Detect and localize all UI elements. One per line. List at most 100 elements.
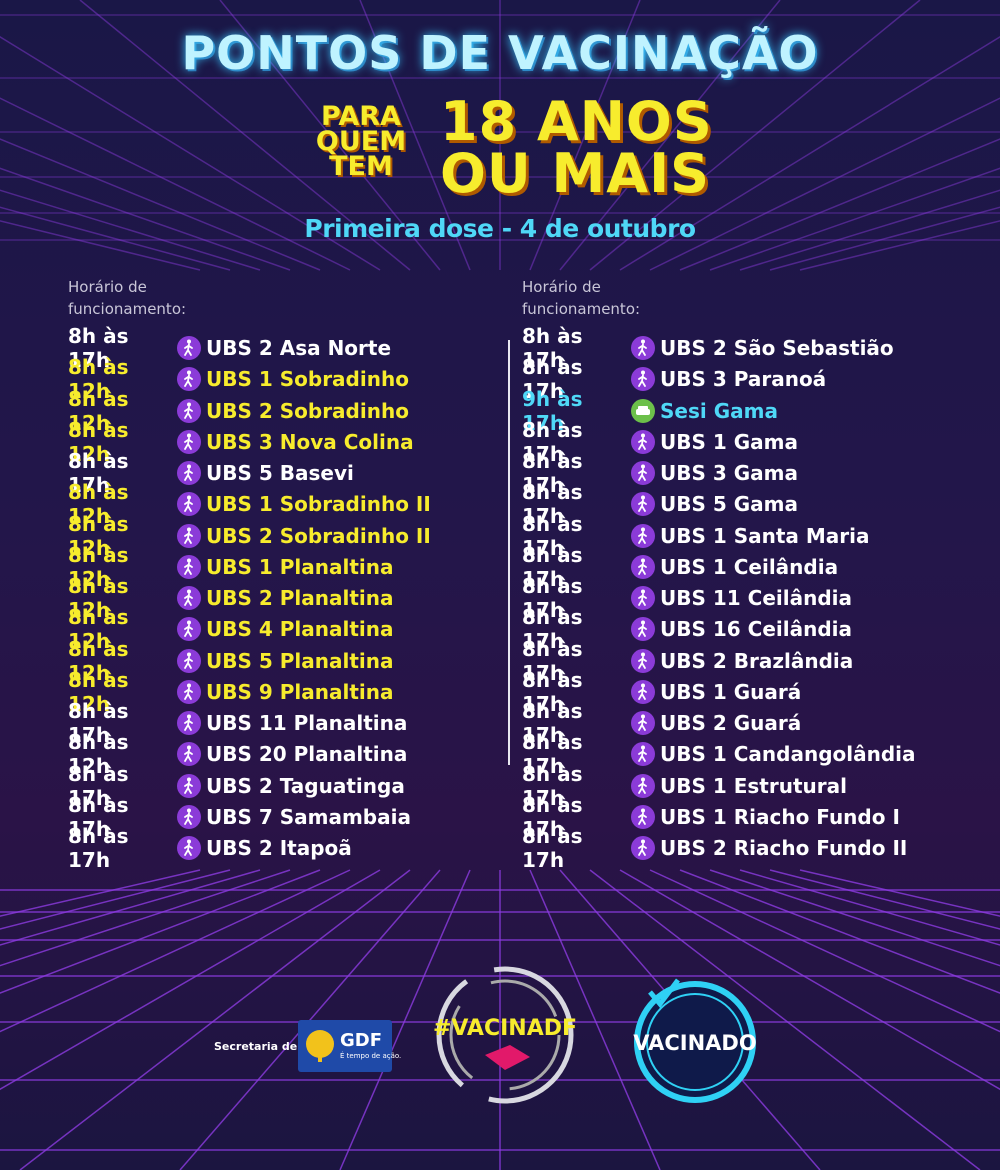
secretaria-label: Secretaria de Saúde <box>214 1040 340 1053</box>
location: UBS 4 Planaltina <box>206 617 394 642</box>
grid-line <box>0 35 381 271</box>
hours: 8h às 12h <box>68 417 129 466</box>
location: UBS 1 Riacho Fundo I <box>660 804 900 829</box>
schedule-row: 8h às 17h UBS 5 Gama <box>522 480 798 528</box>
location: UBS 5 Planaltina <box>206 648 394 673</box>
location: UBS 7 Samambaia <box>206 804 411 829</box>
schedule-row: 8h às 17h UBS 1 Estrutural <box>522 762 847 810</box>
hours: 8h às 17h <box>522 480 583 529</box>
walk-icon <box>631 554 655 579</box>
schedule-row: 8h às 17h UBS 11 Ceilândia <box>522 574 852 622</box>
schedule-row: 8h às 17h UBS 5 Basevi <box>68 449 354 497</box>
walk-icon <box>177 398 201 423</box>
walk-icon <box>631 336 655 360</box>
location: UBS 11 Planaltina <box>206 711 408 735</box>
walk-icon <box>631 492 655 517</box>
grid-line <box>0 206 231 271</box>
location: UBS 20 Planaltina <box>206 742 408 767</box>
grid-line <box>769 206 1000 271</box>
schedule-row: 8h às 17h UBS 2 Asa Norte <box>68 324 392 372</box>
schedule-row: 8h às 12h UBS 4 Planaltina <box>68 605 394 653</box>
hours-label: Horário de funcionamento: <box>522 278 641 318</box>
hours: 8h às 12h <box>68 386 129 435</box>
hours: 8h às 17h <box>522 636 583 685</box>
hours: 8h às 12h <box>68 511 129 560</box>
hours: 8h às 17h <box>522 605 583 654</box>
grid-line <box>619 35 1000 271</box>
hours: 8h às 17h <box>522 449 583 497</box>
hours: 8h às 17h <box>522 574 583 622</box>
walk-icon <box>177 586 201 610</box>
schedule-row: 8h às 12h UBS 2 Sobradinho <box>68 387 409 435</box>
schedule-row: 8h às 17h UBS 1 Santa Maria <box>522 512 870 560</box>
walk-icon <box>177 523 201 548</box>
grid-line <box>79 0 411 271</box>
grid-line <box>619 869 1000 1091</box>
location: UBS 1 Ceilândia <box>660 554 839 579</box>
grid-line <box>0 869 231 930</box>
location: UBS 1 Guará <box>660 679 802 704</box>
walk-icon <box>177 461 201 485</box>
hours: 8h às 17h <box>522 824 583 872</box>
grid-line <box>0 97 351 271</box>
grid-line <box>0 869 321 994</box>
location: UBS 2 Brazlândia <box>660 648 854 673</box>
schedule-row: 8h às 12h UBS 1 Planaltina <box>68 543 393 591</box>
walk-icon <box>177 836 201 860</box>
schedule-row: 8h às 17h UBS 1 Candangolândia <box>522 730 916 778</box>
location: UBS 5 Basevi <box>206 461 354 485</box>
schedule-row: 8h às 17h UBS 1 Ceilândia <box>522 543 839 591</box>
location: UBS 9 Planaltina <box>206 679 394 704</box>
audience-main: 18 ANOS OU MAIS <box>440 95 713 205</box>
schedule-row: 8h às 17h UBS 2 Riacho Fundo II <box>522 824 907 872</box>
grid-line <box>709 167 1000 271</box>
vacinado-text: VACINADO <box>633 1031 756 1055</box>
location: UBS 3 Paranoá <box>660 367 827 392</box>
gdf-emblem <box>306 1030 334 1062</box>
hours: 8h às 17h <box>522 730 583 779</box>
schedule-row: 8h às 17h UBS 2 Brazlândia <box>522 637 854 685</box>
walk-icon <box>177 492 201 517</box>
walk-icon <box>631 461 655 485</box>
grid-line <box>19 869 411 1170</box>
vacinadf-text: #VACINADF <box>433 1016 577 1041</box>
location: UBS 2 Asa Norte <box>206 336 392 360</box>
schedule-row: 8h às 17h UBS 3 Paranoá <box>522 355 827 403</box>
grid-line <box>0 869 381 1091</box>
walk-icon <box>177 336 201 360</box>
grid-line <box>529 869 661 1170</box>
location: UBS 16 Ceilândia <box>660 617 853 642</box>
walk-icon <box>631 679 655 704</box>
hours: 8h às 12h <box>68 355 129 404</box>
hours: 8h às 17h <box>522 511 583 560</box>
grid-line <box>0 138 321 271</box>
location: UBS 2 Sobradinho <box>206 398 409 423</box>
schedule-row: 8h às 17h UBS 2 Itapoã <box>68 824 352 872</box>
hours: 8h às 17h <box>68 324 129 372</box>
vacinadf-logo: #VACINADF <box>433 966 577 1104</box>
grid-line <box>769 869 1000 930</box>
schedule-row: 8h às 17h UBS 11 Planaltina <box>68 699 408 747</box>
audience-line: OU MAIS <box>440 142 711 205</box>
walk-icon <box>177 679 201 704</box>
grid-line <box>339 869 471 1170</box>
schedule-row: 8h às 17h UBS 2 São Sebastião <box>522 324 894 372</box>
grid-line <box>0 869 201 917</box>
walk-icon <box>631 523 655 548</box>
schedule-row: 8h às 12h UBS 5 Planaltina <box>68 637 394 685</box>
hours: 8h às 17h <box>522 417 583 466</box>
hours: 8h às 17h <box>522 542 583 591</box>
hours: 8h às 12h <box>68 636 129 685</box>
hours: 8h às 17h <box>522 355 583 404</box>
location: Sesi Gama <box>660 398 778 423</box>
location: UBS 2 Sobradinho II <box>206 523 431 548</box>
walk-icon <box>631 742 655 767</box>
location: UBS 3 Gama <box>660 461 798 485</box>
walk-icon <box>631 617 655 642</box>
column-divider <box>508 340 510 765</box>
grid-line <box>589 0 921 271</box>
schedule-row: 8h às 12h UBS 1 Sobradinho II <box>68 480 431 528</box>
gdf-tagline: É tempo de ação. <box>340 1052 402 1060</box>
schedule-row: 8h às 17h UBS 3 Gama <box>522 449 798 497</box>
